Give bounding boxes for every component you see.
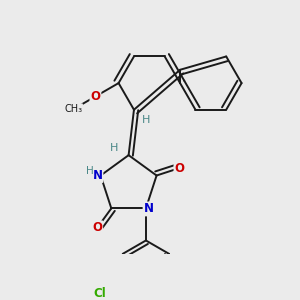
Text: N: N [92,169,102,182]
Text: O: O [90,90,100,103]
Text: H: H [85,167,93,176]
Text: H: H [110,143,118,154]
Text: O: O [92,221,102,234]
Text: Cl: Cl [93,287,106,300]
Text: H: H [142,116,150,125]
Text: N: N [144,202,154,215]
Text: O: O [175,162,184,175]
Text: CH₃: CH₃ [64,104,82,114]
